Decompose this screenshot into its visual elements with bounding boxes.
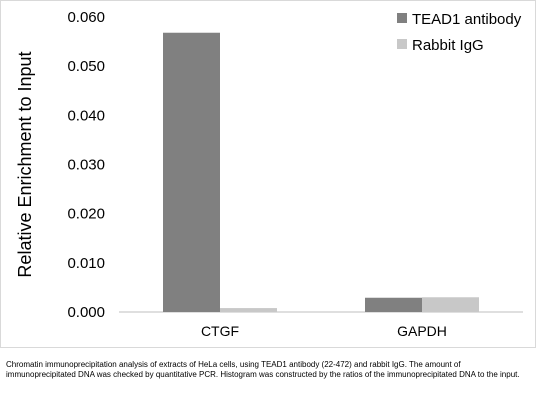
x-axis: CTGF GAPDH bbox=[119, 311, 523, 339]
legend-swatch bbox=[397, 39, 407, 49]
y-tick-label: 0.040 bbox=[67, 107, 105, 124]
legend-label: TEAD1 antibody bbox=[412, 11, 522, 28]
figure-caption: Chromatin immunoprecipitation analysis o… bbox=[6, 360, 520, 379]
x-tick-label: GAPDH bbox=[397, 323, 447, 339]
chart-frame: 0.000 0.010 0.020 0.030 0.040 0.050 0.060 CTGF… bbox=[0, 0, 536, 348]
y-tick-label: 0.060 bbox=[67, 9, 105, 26]
y-tick-label: 0.010 bbox=[67, 255, 105, 272]
bar-gapdh-igg bbox=[422, 297, 479, 312]
y-tick-label: 0.020 bbox=[67, 206, 105, 223]
y-tick-label: 0.030 bbox=[67, 157, 105, 174]
y-axis: 0.000 0.010 0.020 0.030 0.040 0.050 0.060 bbox=[67, 9, 105, 321]
legend-swatch bbox=[397, 13, 407, 23]
bar-gapdh-tead1 bbox=[365, 297, 422, 312]
legend: TEAD1 antibody Rabbit IgG bbox=[397, 11, 522, 54]
bar-ctgf-tead1 bbox=[163, 32, 220, 312]
legend-label: Rabbit IgG bbox=[412, 37, 484, 54]
bars bbox=[163, 32, 479, 312]
y-tick-label: 0.050 bbox=[67, 58, 105, 75]
bar-ctgf-igg bbox=[220, 308, 277, 312]
x-tick-label: CTGF bbox=[201, 323, 239, 339]
y-axis-title: Relative Enrichment to Input bbox=[15, 51, 35, 277]
y-tick-label: 0.000 bbox=[67, 304, 105, 321]
bar-chart: 0.000 0.010 0.020 0.030 0.040 0.050 0.060 CTGF… bbox=[15, 9, 523, 339]
